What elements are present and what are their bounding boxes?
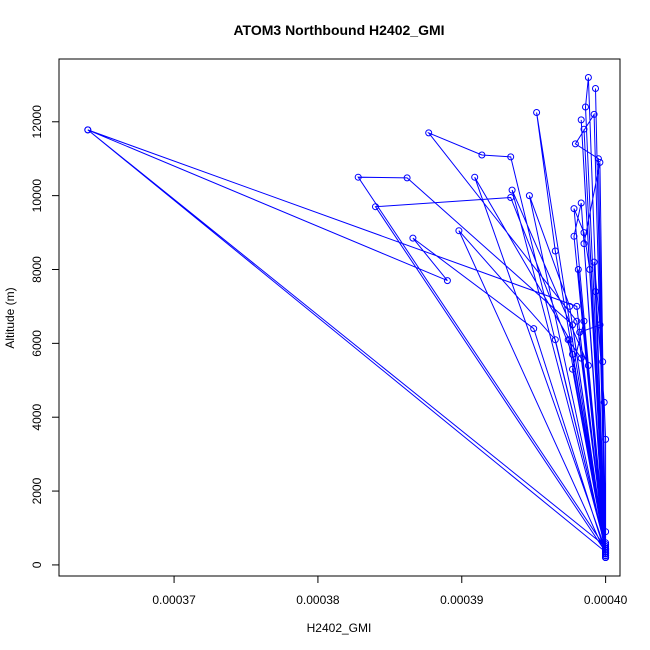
data-point — [580, 317, 588, 325]
data-point — [372, 203, 379, 211]
data-point — [569, 321, 576, 329]
data-point — [592, 288, 599, 296]
data-point — [570, 232, 578, 240]
x-tick-label: 0.00040 — [584, 593, 628, 607]
data-point — [602, 550, 610, 558]
data-point — [584, 74, 592, 81]
data-point — [580, 125, 588, 133]
data-point — [596, 158, 604, 166]
data-point — [570, 205, 578, 213]
data-point — [354, 173, 362, 181]
data-point — [566, 302, 574, 310]
data-point — [594, 155, 602, 163]
data-point — [582, 103, 589, 111]
data-point — [403, 174, 411, 182]
x-tick-label: 0.00037 — [152, 593, 196, 607]
data-point — [574, 266, 582, 273]
x-axis: 0.00037 0.00038 0.00039 0.00040 — [152, 576, 628, 607]
y-tick-label: 4000 — [30, 404, 44, 431]
data-point — [455, 227, 463, 235]
data-point — [580, 229, 588, 237]
data-point — [425, 129, 433, 137]
y-tick-label: 10000 — [30, 179, 44, 213]
data-point — [551, 336, 559, 344]
data-point — [564, 336, 572, 344]
data-point — [599, 358, 607, 366]
data-point — [478, 151, 486, 159]
data-point — [580, 240, 588, 248]
series-layer — [84, 74, 610, 561]
data-point — [577, 354, 585, 362]
data-point — [573, 317, 581, 325]
data-point — [576, 328, 584, 336]
data-point — [590, 110, 598, 118]
data-point — [533, 109, 541, 116]
data-point — [592, 85, 599, 92]
data-point — [573, 302, 581, 310]
plot-frame — [58, 58, 621, 577]
data-point — [596, 321, 604, 329]
chart-title: ATOM3 Northbound H2402_GMI — [233, 22, 444, 38]
data-point — [590, 258, 598, 266]
data-point — [507, 153, 515, 161]
data-point — [577, 116, 585, 124]
y-tick-label: 6000 — [30, 330, 44, 357]
data-point — [471, 173, 479, 181]
data-point — [584, 362, 592, 369]
y-tick-label: 12000 — [30, 105, 44, 139]
data-point — [569, 350, 576, 358]
x-tick-label: 0.00039 — [440, 593, 484, 607]
y-tick-label: 8000 — [30, 256, 44, 283]
data-point — [84, 126, 92, 134]
data-point — [600, 398, 608, 406]
data-point — [443, 277, 451, 285]
data-point — [530, 325, 538, 333]
data-point — [507, 194, 515, 201]
y-axis: 0 2000 4000 6000 8000 10000 12000 — [30, 105, 59, 568]
data-point — [602, 435, 610, 443]
data-point — [602, 552, 610, 560]
y-tick-label: 0 — [30, 561, 44, 568]
data-point — [551, 247, 559, 255]
x-tick-label: 0.00038 — [296, 593, 340, 607]
data-point — [602, 528, 610, 536]
y-tick-label: 2000 — [30, 477, 44, 504]
data-point — [409, 234, 417, 242]
data-point — [569, 365, 576, 373]
data-point — [586, 266, 594, 273]
series-line — [87, 77, 607, 558]
data-point — [571, 140, 579, 148]
data-point — [525, 192, 533, 200]
x-axis-label: H2402_GMI — [307, 621, 372, 635]
y-axis-label: Altitude (m) — [3, 287, 17, 348]
data-point — [577, 199, 585, 207]
data-point — [508, 186, 516, 194]
